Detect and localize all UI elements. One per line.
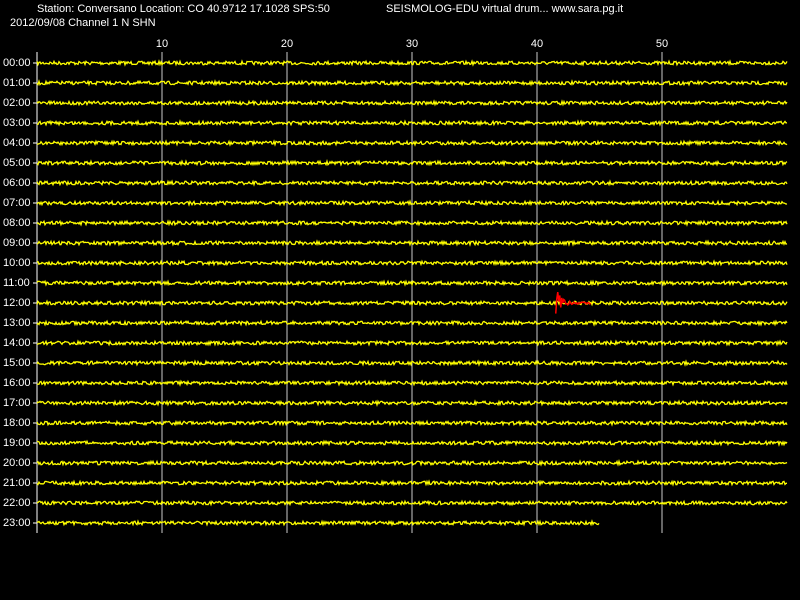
program-info: SEISMOLOG-EDU virtual drum... www.sara.p… [386,3,623,15]
row-label: 11:00 [3,277,30,289]
trace [36,239,788,247]
row-label: 17:00 [3,397,31,409]
row-label: 23:00 [3,517,31,529]
trace [36,219,788,227]
trace [36,199,788,207]
trace [37,439,788,447]
row-label: 13:00 [3,317,31,329]
trace [36,59,788,67]
x-tick-label: 10 [156,38,168,50]
x-tick-label: 50 [656,38,668,50]
row-label: 12:00 [3,297,31,309]
trace [36,399,788,407]
row-label: 04:00 [3,137,31,149]
trace [36,479,787,487]
row-label: 01:00 [3,77,31,89]
row-label: 21:00 [3,477,31,489]
x-tick-label: 20 [281,38,293,50]
trace [36,339,788,347]
trace [36,319,788,327]
row-label: 06:00 [3,177,31,189]
trace [36,379,788,387]
trace [36,159,788,167]
trace [36,139,788,147]
trace [36,99,788,107]
row-label: 15:00 [3,357,31,369]
x-tick-label: 30 [406,38,418,50]
trace [36,419,788,427]
trace [36,359,788,367]
row-label: 02:00 [3,97,31,109]
row-label: 18:00 [3,417,31,429]
date-channel: 2012/09/08 Channel 1 N SHN [10,17,156,29]
row-label: 20:00 [3,457,31,469]
trace [36,499,788,507]
station-info: Station: Conversano Location: CO 40.9712… [37,3,330,15]
trace [36,299,788,307]
trace [36,519,600,527]
seismic-event [555,291,592,314]
trace [36,259,788,267]
row-label: 05:00 [3,157,31,169]
row-label: 19:00 [3,437,31,449]
trace [36,79,788,87]
x-tick-label: 40 [531,38,543,50]
row-label: 00:00 [3,57,31,69]
trace [36,119,788,127]
trace [36,279,788,287]
row-label: 22:00 [3,497,31,509]
row-label: 09:00 [3,237,31,249]
row-label: 07:00 [3,197,31,209]
row-label: 03:00 [3,117,31,129]
trace [36,179,788,187]
row-label: 16:00 [3,377,31,389]
trace [36,459,788,467]
row-label: 08:00 [3,217,31,229]
row-label: 14:00 [3,337,31,349]
row-label: 10:00 [3,257,31,269]
